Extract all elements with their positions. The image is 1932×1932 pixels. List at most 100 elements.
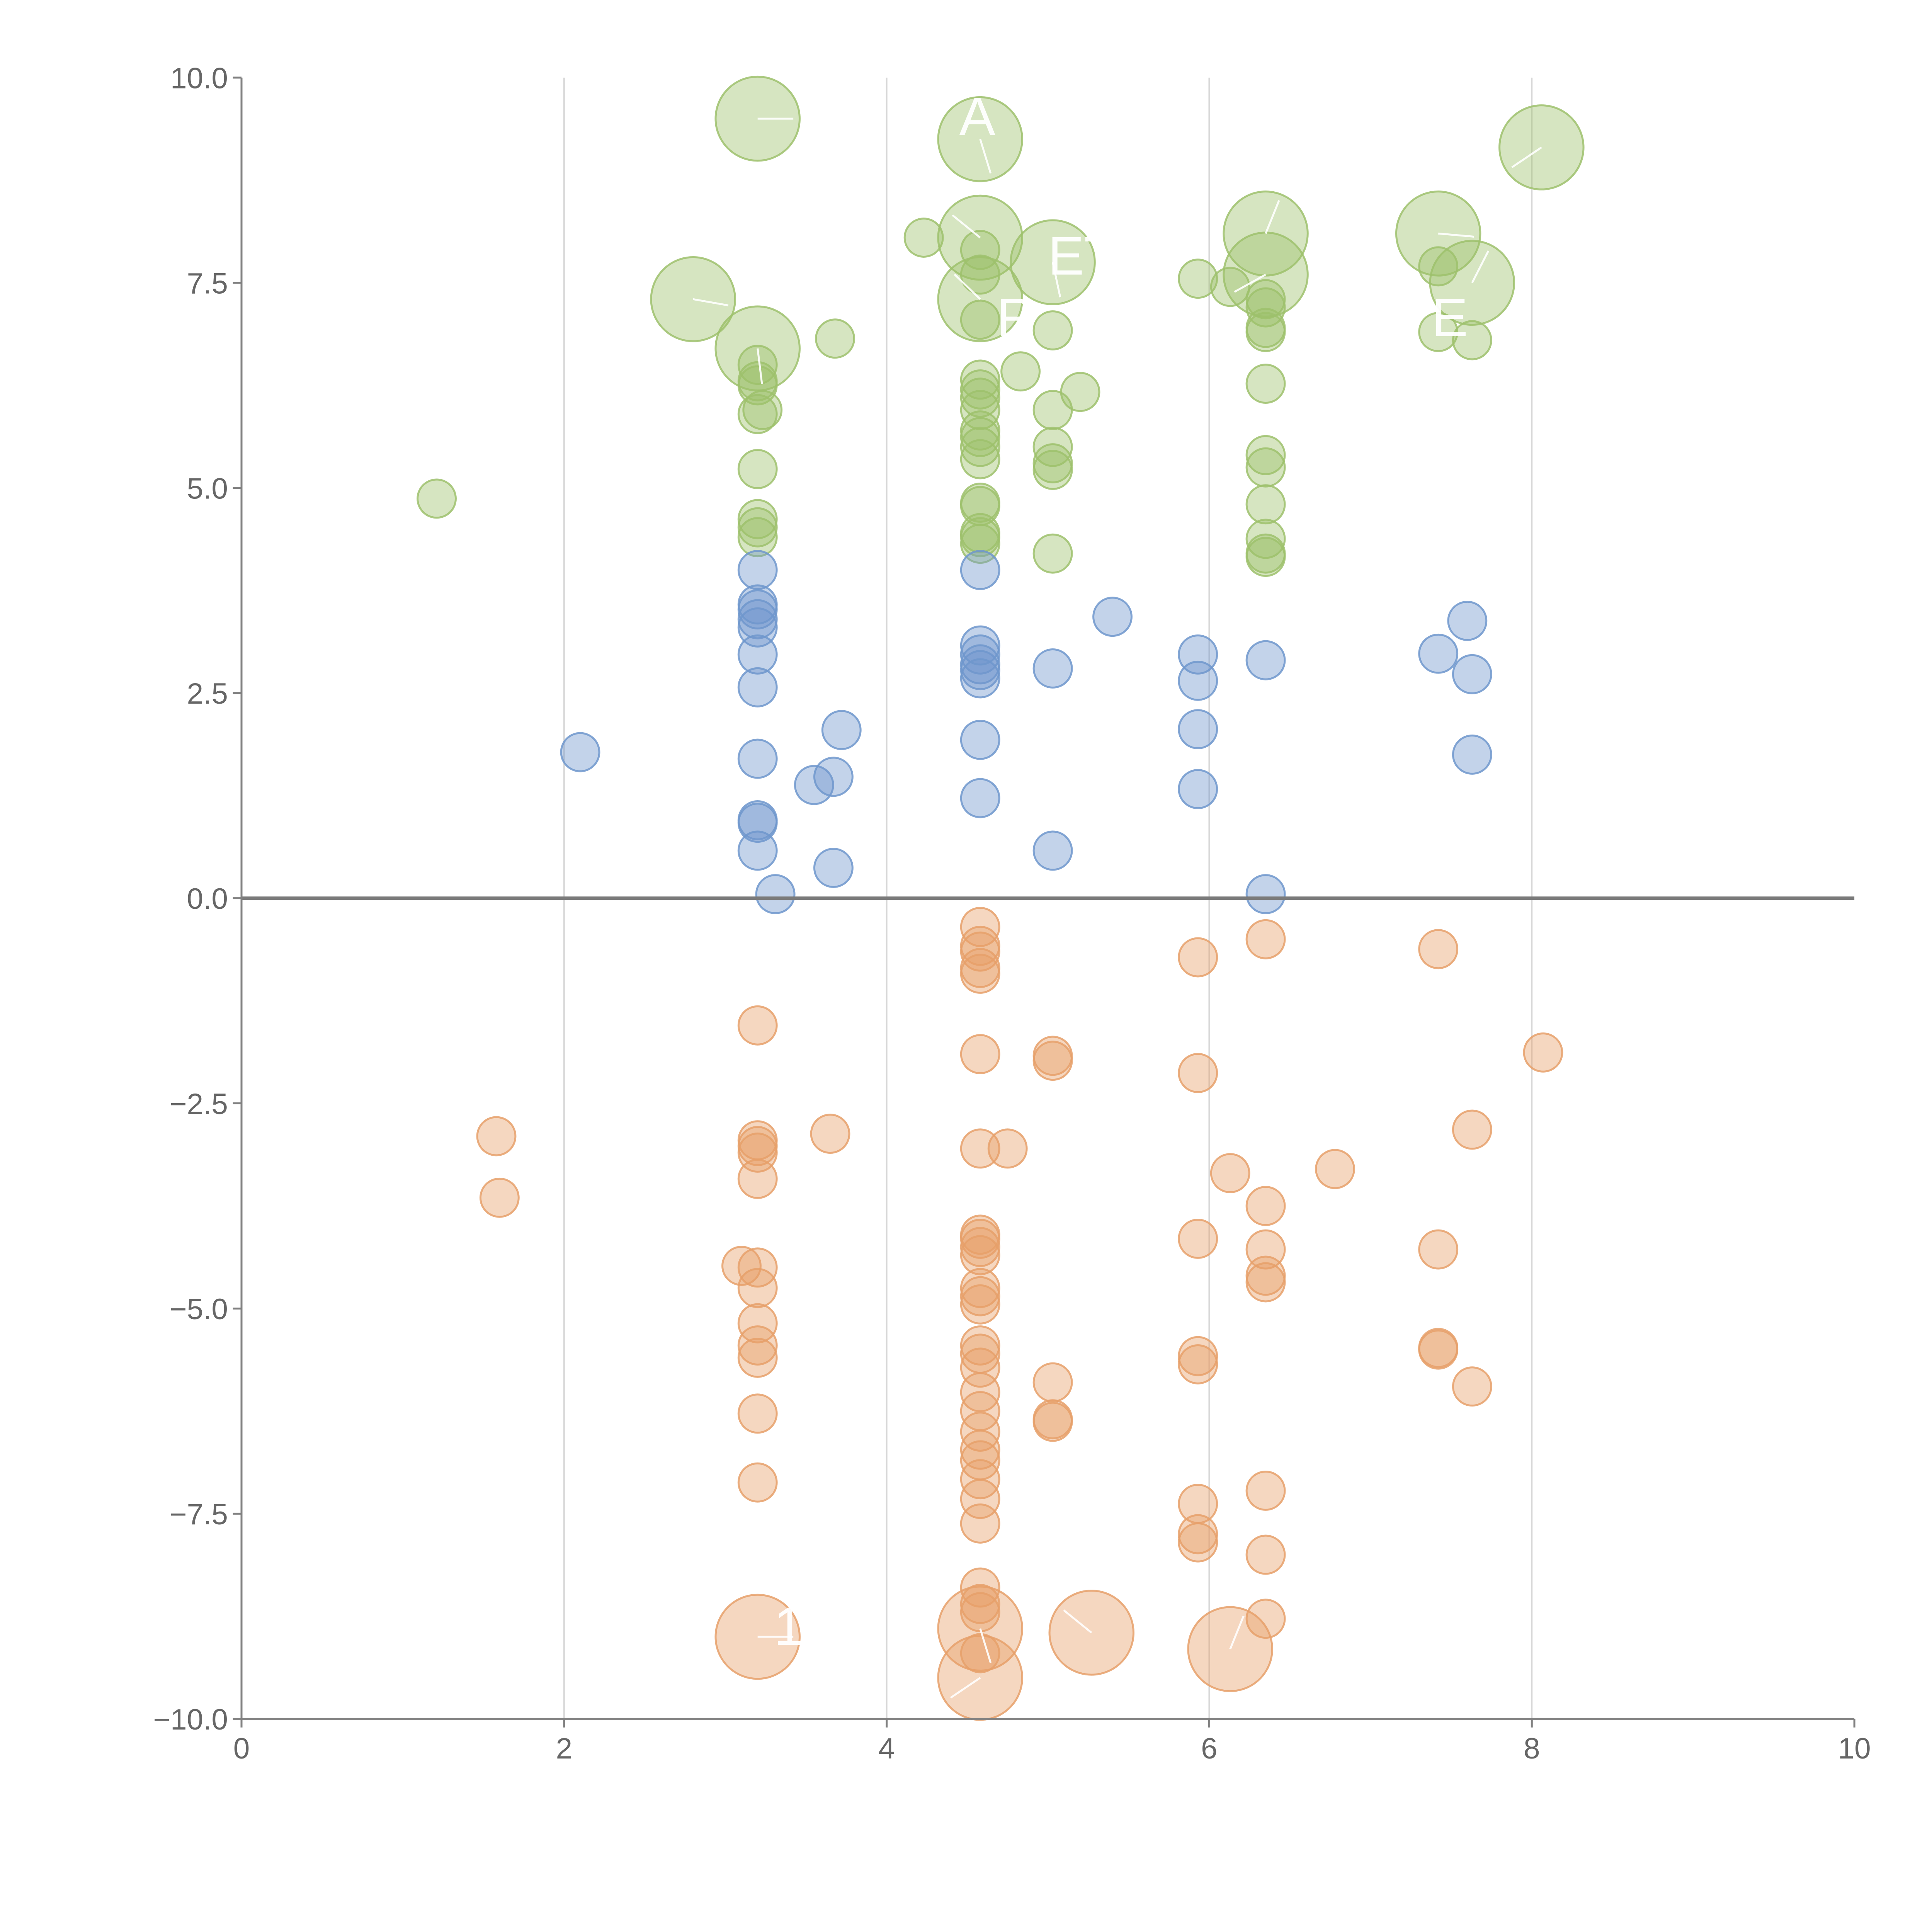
green-point-19: [1245, 287, 1286, 328]
green-point-14: [960, 254, 1000, 295]
green-leader-9: [1471, 250, 1490, 283]
x-tick-label: 2: [556, 1732, 573, 1765]
green-point-35: [960, 369, 1000, 410]
green-point-12: [903, 218, 944, 258]
orange-leader-1: [979, 1628, 992, 1663]
y-tick-label: −2.5: [170, 1088, 228, 1121]
green-point-62: [1032, 533, 1073, 574]
green-point-49: [1245, 484, 1286, 525]
green-leader-8: [954, 274, 981, 300]
green-leader-4: [1265, 200, 1280, 234]
blue-point-34: [1418, 633, 1459, 674]
orange-point-18: [960, 1276, 1000, 1316]
annotation-label-2: R: [996, 287, 1035, 348]
blue-point-2: [737, 589, 778, 629]
green-leader-1: [979, 139, 992, 174]
orange-point-57: [1178, 1053, 1218, 1093]
green-point-45: [1032, 450, 1073, 490]
orange-point-72: [1245, 1599, 1286, 1639]
orange-point-41: [737, 1247, 778, 1288]
y-tick-label: 5.0: [187, 472, 228, 505]
blue-point-21: [960, 650, 1000, 690]
blue-point-25: [1032, 648, 1073, 689]
x-tick-label: 0: [233, 1732, 250, 1765]
orange-point-50: [479, 1177, 520, 1218]
orange-point-56: [1178, 937, 1218, 978]
blue-point-6: [737, 667, 778, 707]
blue-point-19: [960, 634, 1000, 675]
orange-point-11: [960, 1128, 1000, 1169]
blue-point-32: [1245, 640, 1286, 680]
orange-point-35: [737, 1005, 778, 1046]
green-point-46: [1245, 364, 1286, 404]
orange-point-77: [1418, 1329, 1459, 1370]
orange-point-43: [737, 1303, 778, 1344]
orange-point-45: [737, 1337, 778, 1378]
orange-point-70: [1245, 1471, 1286, 1511]
orange-point-47: [737, 1462, 778, 1503]
green-point-13: [960, 230, 1000, 270]
annotation-label-3: E: [1432, 287, 1468, 348]
orange-point-14: [960, 1219, 1000, 1259]
x-tick-label: 6: [1201, 1732, 1218, 1765]
blue-point-31: [1178, 769, 1218, 810]
orange-point-20: [960, 1325, 1000, 1366]
blue-point-36: [1452, 654, 1492, 694]
blue-point-0: [737, 550, 778, 590]
orange-leader-2: [950, 1677, 981, 1699]
green-point-33: [737, 394, 778, 434]
orange-point-59: [1178, 1336, 1218, 1376]
green-point-52: [1245, 537, 1286, 577]
green-point-47: [1245, 435, 1286, 475]
green-point-21: [1245, 312, 1286, 352]
y-tick-label: 7.5: [187, 267, 228, 300]
green-point-18: [1245, 279, 1286, 320]
blue-point-16: [560, 732, 600, 772]
green-leader-2: [1511, 146, 1542, 168]
orange-point-10: [960, 1034, 1000, 1075]
blue-point-23: [960, 719, 1000, 760]
green-point-25: [1032, 310, 1073, 350]
blue-point-9: [737, 803, 778, 843]
green-point-43: [1032, 427, 1073, 467]
orange-point-32: [960, 1584, 1000, 1624]
blue-point-14: [813, 757, 854, 797]
orange-point-44: [737, 1325, 778, 1366]
blue-point-33: [1245, 874, 1286, 914]
orange-point-69: [1245, 1262, 1286, 1303]
green-point-15: [960, 299, 1000, 340]
orange-point-31: [960, 1567, 1000, 1608]
green-point-41: [960, 439, 1000, 480]
y-tick-label: −5.0: [170, 1293, 228, 1326]
orange-point-30: [960, 1503, 1000, 1544]
annotation-label-4: 1: [774, 1596, 804, 1656]
blue-point-27: [1092, 597, 1133, 637]
green-point-50: [1245, 519, 1286, 559]
blue-point-30: [1178, 709, 1218, 750]
y-tick-label: 10.0: [170, 62, 228, 95]
annotation-label-0: A: [959, 86, 995, 147]
green-point-23: [1418, 312, 1459, 352]
orange-point-22: [960, 1347, 1000, 1388]
orange-point-73: [1315, 1149, 1355, 1189]
orange-leader-3: [1063, 1609, 1092, 1634]
orange-point-65: [1245, 919, 1286, 959]
orange-leader-4: [1229, 1616, 1245, 1650]
x-tick-label: 8: [1524, 1732, 1540, 1765]
blue-point-24: [960, 778, 1000, 818]
blue-point-26: [1032, 830, 1073, 871]
orange-point-52: [1032, 1041, 1073, 1081]
orange-point-64: [1210, 1153, 1250, 1193]
blue-point-35: [1447, 600, 1488, 641]
y-tick-label: −10.0: [153, 1703, 228, 1736]
green-point-26: [815, 318, 855, 359]
blue-point-7: [737, 738, 778, 779]
orange-point-29: [960, 1479, 1000, 1519]
orange-point-58: [1178, 1219, 1218, 1259]
blue-point-17: [960, 550, 1000, 590]
green-leader-5: [1438, 232, 1474, 238]
green-point-54: [737, 499, 778, 539]
y-tick-label: 0.0: [187, 883, 228, 915]
